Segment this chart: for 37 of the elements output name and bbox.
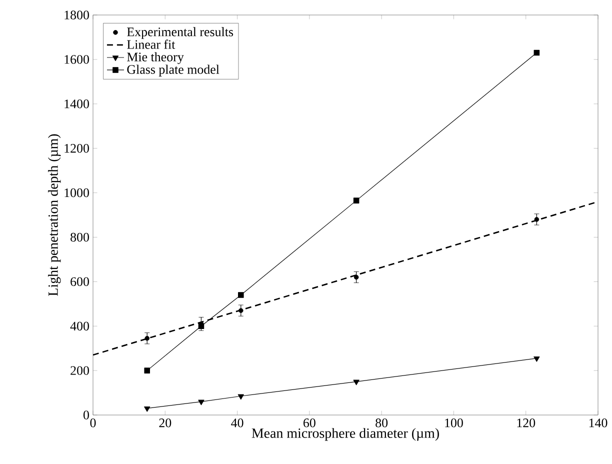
x-tick-label: 0 [90, 418, 96, 428]
point [353, 198, 360, 204]
y-tick-label: 400 [70, 322, 89, 330]
y-tick-label: 1000 [64, 188, 89, 198]
legend-label: Glass plate model [127, 64, 220, 76]
point [534, 356, 540, 362]
point [144, 336, 150, 341]
y-tick-label: 200 [70, 366, 89, 375]
x-tick-label: 120 [517, 418, 536, 428]
x-tick-label: 60 [304, 418, 316, 428]
point [144, 368, 150, 374]
y-tick-label: 600 [70, 277, 89, 286]
point [144, 406, 150, 412]
y-tick-label: 1400 [64, 100, 89, 108]
point [534, 50, 540, 56]
y-tick-label: 800 [70, 232, 89, 242]
point [238, 292, 244, 298]
x-tick-label: 140 [589, 418, 608, 428]
legend-label: Linear fit [127, 40, 176, 49]
point [354, 274, 359, 280]
point [534, 217, 540, 222]
point [238, 394, 244, 400]
point [238, 308, 244, 313]
x-tick-label: 80 [376, 418, 388, 428]
y-tick-label: 1800 [64, 10, 89, 20]
y-tick-label: 1600 [64, 55, 89, 64]
y-tick-label: 1200 [64, 144, 89, 153]
legend-label: Experimental results [127, 27, 234, 39]
y-tick-label: 0 [84, 410, 89, 420]
y-axis-title: Light penetration depth (µm) [48, 134, 61, 296]
legend-label: Mie theory [127, 52, 184, 64]
point [198, 400, 204, 406]
point [353, 380, 360, 386]
x-axis-title: Mean microsphere diameter (µm) [252, 428, 439, 441]
x-tick-label: 40 [231, 418, 244, 428]
x-tick-label: 100 [445, 418, 463, 428]
x-tick-label: 20 [159, 418, 172, 428]
